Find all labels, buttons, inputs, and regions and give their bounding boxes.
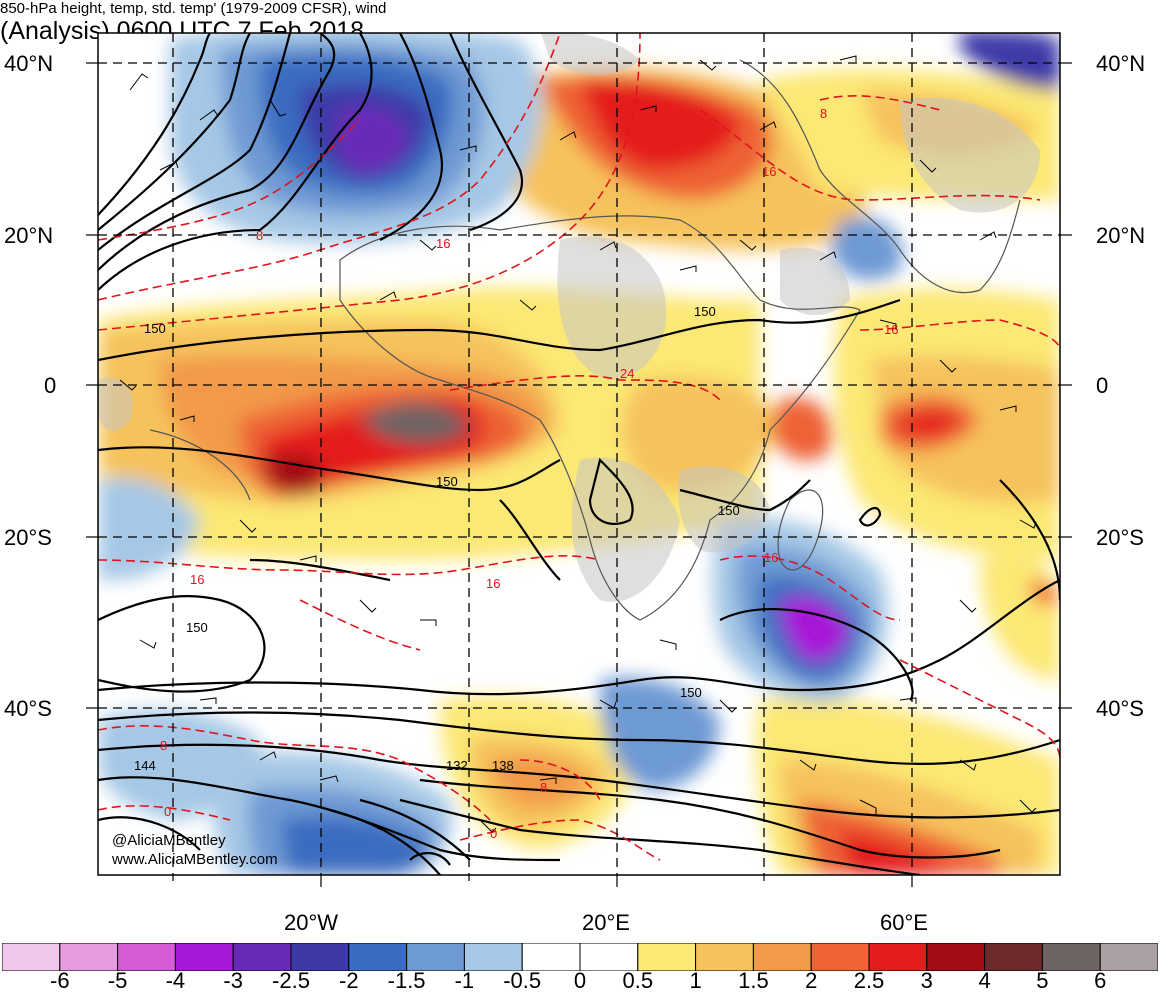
lon-label: 60°E: [880, 910, 928, 935]
temp-label: 16: [762, 164, 776, 179]
height-label: 150: [718, 503, 740, 518]
colorbar-tick-label: 6: [1094, 968, 1107, 993]
height-label: 150: [186, 620, 208, 635]
colorbar-swatch: [579, 943, 639, 971]
colorbar-swatch: [984, 943, 1043, 971]
contour-labels: 150 150 150 150 150 150 144 132 138 8 8 …: [134, 106, 898, 841]
temp-label: 0: [164, 804, 171, 819]
temp-label: 8: [820, 106, 827, 121]
colorbar-swatch: [2, 943, 61, 971]
lon-label: 20°W: [284, 910, 339, 935]
colorbar-tick-label: -5: [107, 968, 128, 993]
colorbar-swatch: [59, 943, 119, 971]
credit-handle: @AliciaMBentley: [112, 832, 226, 849]
colorbar-tick-label: 2.5: [853, 968, 885, 993]
lat-label-left: 0: [44, 373, 57, 398]
lat-label-left: 40°S: [4, 696, 52, 721]
colorbar-tick-label: 0: [573, 968, 587, 993]
wind-barbs: [119, 55, 1037, 833]
lat-label-left: 40°N: [4, 51, 54, 76]
colorbar-tick-label: -3: [223, 968, 243, 993]
colorbar-swatch: [348, 943, 408, 971]
colorbar-tick-label: -6: [50, 968, 70, 993]
colorbar-swatch: [637, 943, 697, 971]
colorbar-tick-label: -0.5: [503, 968, 542, 993]
lat-label-right: 20°N: [1096, 223, 1146, 248]
colorbar-swatch: [406, 943, 465, 971]
height-label: 150: [680, 685, 702, 700]
colorbar-tick-label: -1: [454, 968, 475, 993]
coastlines: [149, 59, 1021, 621]
colorbar-tick-label: -1.5: [387, 968, 426, 993]
temp-label: 16: [884, 322, 898, 337]
temp-label: 16: [190, 572, 204, 587]
lat-lon-grid: [98, 33, 1060, 875]
colorbar-tick-label: -2.5: [272, 968, 310, 993]
colorbar-tick-label: 2: [805, 968, 818, 993]
colorbar-tick-label: 0.5: [622, 968, 654, 993]
colorbar-swatch: [174, 943, 234, 971]
colorbar-tick-label: -2: [339, 968, 359, 993]
colorbar-swatch: [695, 943, 754, 971]
map-title-left: 850-hPa height, temp, std. temp' (1979-2…: [0, 0, 387, 17]
lat-label-right: 40°N: [1096, 51, 1146, 76]
colorbar-tick-label: 4: [978, 968, 991, 993]
credit-website: www.AliciaMBentley.com: [111, 851, 278, 868]
temp-label: 24: [620, 366, 634, 381]
temperature-contours: [98, 33, 1060, 861]
colorbar-tick-label: 3: [920, 968, 933, 993]
height-label: 138: [492, 758, 514, 773]
colorbar: [2, 943, 1158, 971]
colorbar-tick-label: -4: [165, 968, 186, 993]
temp-label: 8: [160, 738, 167, 753]
colorbar-swatch: [1099, 943, 1158, 971]
colorbar-swatch: [290, 943, 350, 971]
colorbar-tick-label: 1.5: [738, 968, 769, 993]
lat-label-right: 0: [1096, 373, 1109, 398]
colorbar-swatch: [868, 943, 928, 971]
height-label: 150: [144, 321, 166, 336]
colorbar-swatch: [463, 943, 523, 971]
lat-label-right: 40°S: [1096, 696, 1144, 721]
colorbar-swatch: [810, 943, 870, 971]
axis-ticks: [86, 62, 1072, 887]
height-contours: [98, 33, 1060, 875]
colorbar-swatch: [521, 943, 581, 971]
colorbar-tick-label: 1: [689, 968, 702, 993]
lat-label-left: 20°S: [4, 525, 52, 550]
colorbar-tick-label: 5: [1036, 968, 1049, 993]
colorbar-swatch: [926, 943, 986, 971]
lat-label-left: 20°N: [4, 223, 54, 248]
height-label: 150: [694, 304, 716, 319]
colorbar-swatch: [232, 943, 292, 971]
temp-label: 8: [540, 780, 547, 795]
temp-label: 16: [764, 550, 778, 565]
height-label: 150: [436, 474, 458, 489]
colorbar-swatch: [1041, 943, 1101, 971]
map-field: [98, 33, 1060, 875]
temp-label: 0: [490, 826, 497, 841]
land-areas: [98, 33, 1040, 602]
colorbar-swatch: [117, 943, 176, 971]
colorbar-swatch: [752, 943, 812, 971]
lon-label: 20°E: [582, 910, 630, 935]
temp-label: 8: [256, 228, 263, 243]
lat-label-right: 20°S: [1096, 525, 1144, 550]
height-label: 132: [446, 758, 468, 773]
temp-label: 16: [436, 236, 450, 251]
temp-label: 16: [486, 576, 500, 591]
height-label: 144: [134, 758, 156, 773]
map-frame: [97, 32, 1061, 876]
